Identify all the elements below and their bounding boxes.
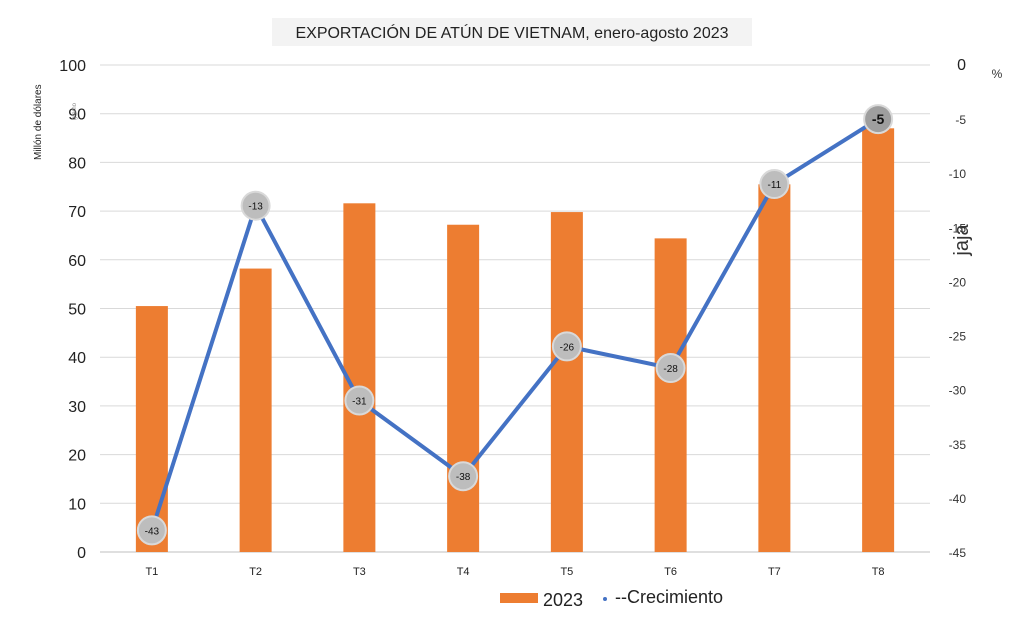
point-marker (136, 515, 167, 546)
point-label: -11 (768, 180, 782, 191)
left-tick-label: 30 (68, 399, 86, 416)
right-tick-label: -15 (949, 221, 967, 235)
growth-line (149, 117, 880, 531)
left-tick-label: 50 (68, 302, 86, 319)
left-tick-label: 20 (68, 448, 86, 465)
right-tick-label: -25 (949, 330, 967, 344)
title-box (272, 18, 752, 46)
bar-T1 (135, 306, 168, 552)
point-marker (655, 353, 686, 384)
point-label: -13 (248, 202, 263, 213)
bar-T2 (239, 268, 272, 552)
point-label: -28 (663, 364, 678, 375)
bar-T8 (862, 128, 895, 552)
right-tick-label: -40 (949, 492, 967, 506)
bar-T7 (758, 184, 791, 552)
left-tick-label: 100 (59, 58, 86, 75)
line-points: -43 -13 -31 -38 -26 -28 -11 -5 (136, 104, 894, 546)
bar-series (135, 128, 895, 553)
right-tick-label: 0 (957, 57, 966, 74)
right-axis-title: jaja (951, 224, 973, 257)
left-axis-subtitle: gramo (72, 102, 78, 120)
left-tick-label: 0 (77, 545, 86, 562)
point-label: -38 (456, 472, 471, 483)
right-axis-unit: % (992, 67, 1003, 81)
right-tick-label: -30 (949, 384, 967, 398)
line-series (149, 117, 880, 531)
left-tick-label: 70 (68, 204, 86, 221)
bar-T6 (654, 238, 687, 552)
right-tick-label: -20 (949, 275, 967, 289)
right-tick-label: -35 (949, 438, 967, 452)
point-marker (863, 104, 894, 135)
bar-T5 (550, 212, 583, 552)
left-tick-label: 40 (68, 350, 86, 367)
right-tick-label: -5 (955, 113, 966, 127)
x-tick-label: T2 (249, 566, 262, 578)
point-label: -43 (145, 526, 160, 537)
point-marker (344, 385, 375, 416)
x-tick-label: T5 (560, 566, 573, 578)
x-tick-label: T7 (768, 566, 781, 578)
x-tick-label: T1 (145, 566, 158, 578)
gridlines (100, 64, 930, 553)
point-marker (448, 461, 479, 492)
left-axis-ticks: 0 10 20 30 40 50 60 70 80 90 100 (59, 58, 86, 562)
x-tick-label: T6 (664, 566, 677, 578)
point-marker (551, 331, 582, 362)
left-tick-label: 90 (68, 107, 86, 124)
right-axis-ticks: 0 -5 -10 -15 -20 -25 -30 -35 -40 -45 (949, 57, 967, 560)
left-tick-label: 60 (68, 253, 86, 270)
left-tick-label: 80 (68, 155, 86, 172)
point-marker (759, 169, 790, 200)
chart-title: EXPORTACIÓN DE ATÚN DE VIETNAM, enero-ag… (295, 23, 728, 42)
legend-swatch-2023 (500, 593, 538, 603)
point-label: -31 (352, 396, 367, 407)
x-tick-label: T4 (457, 566, 470, 578)
x-axis-ticks: T1 T2 T3 T4 T5 T6 T7 T8 (145, 566, 884, 578)
x-tick-label: T3 (353, 566, 366, 578)
legend-label-crecimiento: --Crecimiento (615, 587, 723, 607)
legend-label-2023: 2023 (543, 590, 583, 610)
left-tick-label: 10 (68, 496, 86, 513)
point-label: -5 (872, 111, 885, 127)
point-label: -26 (560, 342, 575, 353)
point-marker (240, 190, 271, 221)
right-tick-label: -10 (949, 167, 967, 181)
legend-swatch-crecimiento (603, 597, 607, 601)
x-tick-label: T8 (872, 566, 885, 578)
right-tick-label: -45 (949, 546, 967, 560)
left-axis-title: Millón de dólares (33, 84, 44, 160)
bar-T4 (447, 224, 480, 552)
